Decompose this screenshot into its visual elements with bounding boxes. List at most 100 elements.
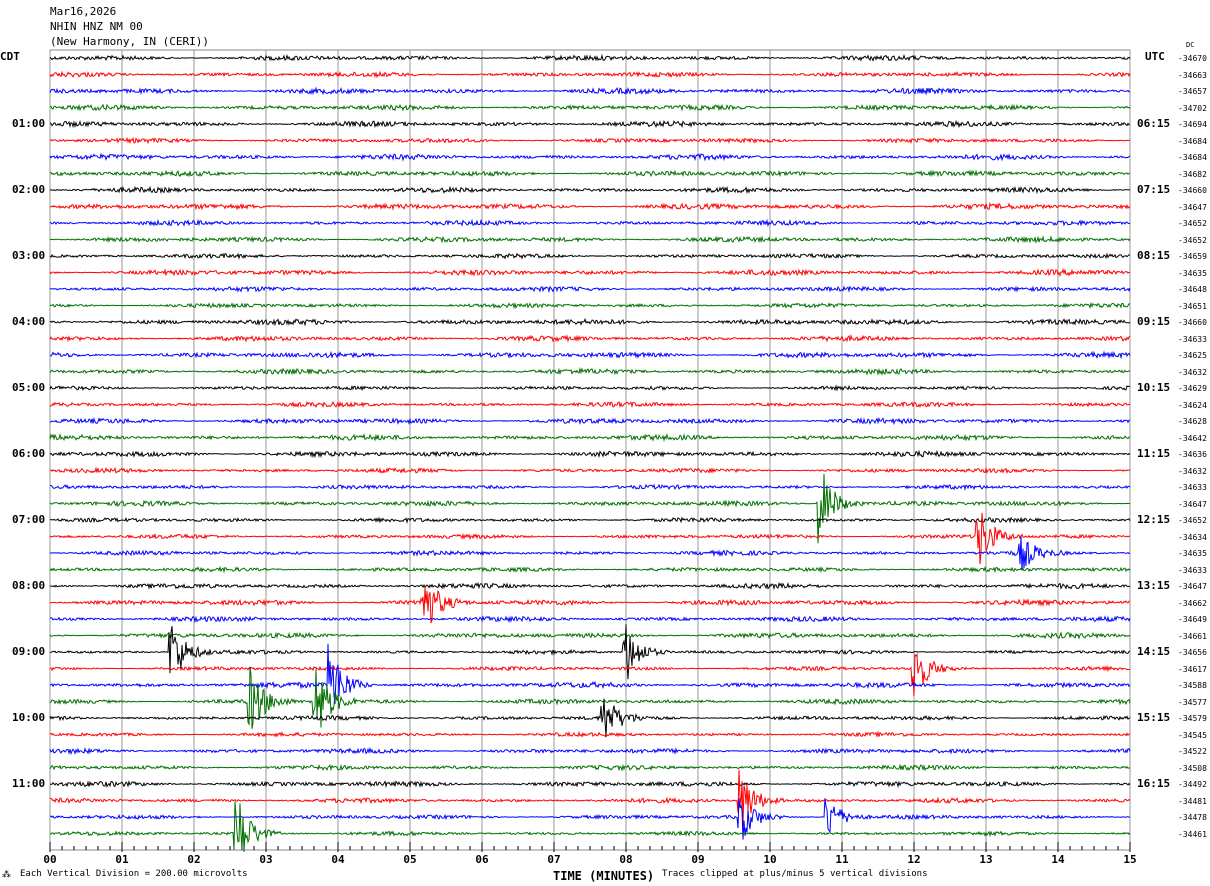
- seismic-trace: [49, 763, 1131, 772]
- dc-offset-label: -34624: [1178, 400, 1207, 410]
- seismic-trace: [49, 698, 1131, 738]
- dc-offset-label: -34660: [1178, 186, 1207, 195]
- dc-offset-label: -34649: [1178, 615, 1207, 624]
- x-tick-label: 11: [835, 853, 849, 866]
- dc-offset-label: -34633: [1178, 483, 1207, 492]
- seismic-trace: [49, 512, 1131, 565]
- dc-offset-label: -34684: [1178, 136, 1207, 146]
- x-tick-label: 07: [547, 853, 560, 866]
- dc-offset-label: -34579: [1178, 714, 1207, 723]
- seismic-trace: [49, 652, 1131, 697]
- x-tick-label: 10: [763, 853, 776, 866]
- right-time-label: 13:15: [1137, 579, 1171, 592]
- seismic-trace: [49, 185, 1131, 195]
- dc-offset-label: -34652: [1178, 235, 1207, 245]
- scale-note: Each Vertical Division = 200.00 microvol…: [20, 869, 248, 879]
- dc-offset-label: -34651: [1178, 301, 1207, 311]
- seismic-trace: [49, 798, 1131, 840]
- seismic-trace: [49, 202, 1131, 211]
- dc-offset-label: -34642: [1178, 433, 1207, 443]
- dc-offset-label: -34702: [1178, 103, 1207, 113]
- seismic-trace: [49, 466, 1131, 474]
- dc-offset-label: -34656: [1178, 648, 1207, 657]
- seismic-trace: [49, 565, 1131, 574]
- dc-offset-label: -34670: [1178, 54, 1207, 63]
- seismic-trace: [49, 615, 1131, 624]
- dc-offset-label: -34647: [1178, 582, 1207, 591]
- x-tick-label: 14: [1051, 853, 1065, 866]
- dc-offset-label: -34694: [1178, 120, 1207, 129]
- x-tick-label: 05: [403, 853, 416, 866]
- left-time-label: 09:00: [12, 645, 46, 658]
- seismic-trace: [49, 730, 1131, 739]
- seismic-trace: [49, 400, 1131, 409]
- dc-offset-label: -34647: [1178, 499, 1207, 509]
- seismic-trace: [49, 86, 1130, 96]
- left-time-label: 03:00: [12, 249, 46, 262]
- dc-offset-label: -34628: [1178, 417, 1207, 426]
- seismic-trace: [50, 587, 1130, 624]
- seismic-trace: [49, 235, 1131, 244]
- seismic-trace: [49, 643, 1131, 704]
- dc-offset-label: -34522: [1178, 747, 1207, 756]
- date-label: Mar16,2026: [50, 5, 117, 18]
- dc-offset-label: -34625: [1178, 351, 1207, 360]
- dc-offset-label: -34634: [1178, 532, 1207, 542]
- x-tick-label: 00: [43, 853, 56, 866]
- dc-offset-label: -34636: [1178, 450, 1207, 459]
- station-label: NHIN HNZ NM 00: [50, 20, 143, 33]
- left-time-label: 05:00: [12, 381, 46, 394]
- dc-offset-label: -34657: [1178, 87, 1207, 96]
- x-tick-label: 01: [115, 853, 129, 866]
- seismic-trace: [49, 769, 1131, 826]
- x-tick-label: 13: [979, 853, 992, 866]
- seismic-trace: [49, 218, 1131, 228]
- right-time-label: 14:15: [1137, 645, 1171, 658]
- right-time-label: 06:15: [1137, 117, 1171, 130]
- right-time-label: 11:15: [1137, 447, 1171, 460]
- right-timezone: UTC: [1145, 50, 1165, 63]
- dc-offset-label: -34588: [1178, 681, 1207, 690]
- x-tick-label: 15: [1123, 853, 1136, 866]
- dc-offset-label: -34660: [1178, 318, 1207, 327]
- seismic-trace: [49, 801, 1131, 853]
- x-tick-label: 02: [187, 853, 200, 866]
- dc-offset-label: -34478: [1178, 813, 1207, 822]
- location-label: (New Harmony, IN (CERI)): [50, 35, 209, 48]
- seismic-trace: [49, 103, 1131, 112]
- dc-offset-label: -34684: [1178, 153, 1207, 162]
- seismic-trace: [50, 780, 1131, 789]
- dc-offset-label: -34662: [1178, 598, 1207, 608]
- x-tick-label: 06: [475, 853, 489, 866]
- x-tick-label: 12: [907, 853, 920, 866]
- dc-offset-label: -34632: [1178, 367, 1207, 377]
- dc-offset-label: -34663: [1178, 70, 1207, 80]
- dc-offset-label: -34652: [1178, 219, 1207, 228]
- dc-offset-label: -34648: [1178, 285, 1207, 294]
- seismic-trace: [49, 53, 1131, 62]
- seismic-trace: [49, 169, 1131, 178]
- seismic-trace: [49, 416, 1131, 426]
- dc-offset-label: -34629: [1178, 384, 1207, 393]
- dc-offset-label: -34617: [1178, 664, 1207, 674]
- dc-offset-label: -34508: [1178, 763, 1207, 773]
- dc-offset-label: -34577: [1178, 697, 1207, 707]
- seismic-trace: [49, 631, 1131, 640]
- seismic-trace: [49, 536, 1131, 571]
- x-tick-label: 09: [691, 853, 704, 866]
- dc-offset-label: -34635: [1178, 549, 1207, 558]
- dc-offset-label: -34492: [1178, 780, 1207, 789]
- seismic-trace: [49, 624, 1131, 680]
- left-time-label: 01:00: [12, 117, 46, 130]
- seismic-trace: [49, 285, 1131, 293]
- seismic-trace: [49, 70, 1131, 79]
- right-time-label: 09:15: [1137, 315, 1171, 328]
- dc-offset-label: -34461: [1178, 829, 1207, 839]
- left-time-label: 04:00: [12, 315, 46, 328]
- seismic-trace: [49, 350, 1131, 360]
- dc-label: DC: [1186, 41, 1195, 49]
- left-time-label: 08:00: [12, 579, 46, 592]
- left-time-label: 06:00: [12, 447, 46, 460]
- seismic-trace: [49, 473, 1131, 544]
- seismic-trace: [49, 666, 1131, 729]
